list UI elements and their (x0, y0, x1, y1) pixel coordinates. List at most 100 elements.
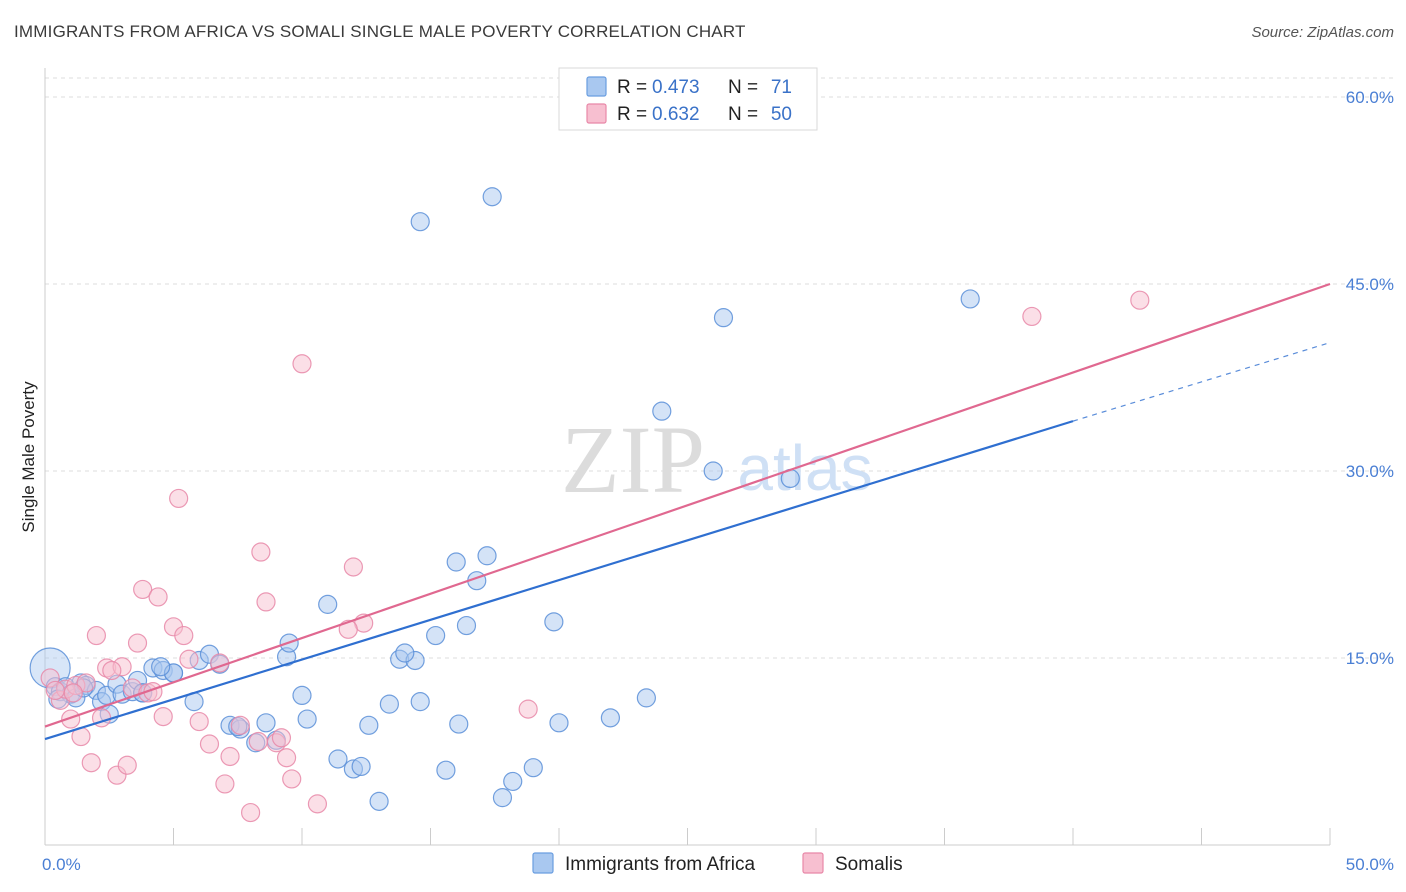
bottom-legend: Immigrants from Africa Somalis (532, 852, 903, 875)
point-africa (477, 546, 497, 566)
chart-title: IMMIGRANTS FROM AFRICA VS SOMALI SINGLE … (14, 22, 746, 41)
trend-layer (44, 282, 1331, 741)
watermark-atlas: atlas (737, 432, 872, 504)
point-somalis (215, 774, 235, 794)
legend-label-africa: Immigrants from Africa (565, 854, 755, 875)
point-africa (410, 212, 430, 232)
point-somalis (61, 709, 81, 729)
legend-n-value-africa: 71 (771, 77, 792, 98)
point-africa (703, 461, 723, 481)
point-somalis (179, 649, 199, 669)
point-africa (426, 625, 446, 646)
point-somalis (251, 542, 271, 562)
point-africa (503, 771, 523, 792)
points-layer (29, 187, 1150, 823)
watermark: ZIP atlas (561, 406, 873, 513)
point-somalis (63, 683, 83, 703)
point-africa (636, 688, 656, 708)
point-africa (523, 758, 543, 778)
point-somalis (518, 699, 538, 719)
legend-swatch-africa (532, 852, 554, 874)
legend-r-value-somalis: 0.632 (652, 104, 700, 125)
tick-labels: 15.0% 30.0% 45.0% 60.0% 0.0% 50.0% (42, 88, 1394, 874)
point-africa (151, 657, 171, 677)
trendline-africa (44, 420, 1074, 741)
legend-n-label: N = (728, 104, 758, 125)
watermark-zip: ZIP (561, 406, 705, 513)
point-africa (297, 709, 317, 729)
point-africa (328, 749, 348, 769)
point-somalis (102, 660, 122, 681)
trendline-somalis (44, 282, 1331, 728)
point-africa (395, 643, 415, 663)
axis-layer (44, 68, 1331, 846)
point-somalis (343, 557, 363, 577)
point-somalis (169, 488, 189, 509)
x-tick-label: 0.0% (42, 855, 81, 874)
point-somalis (127, 633, 148, 653)
point-somalis (81, 753, 101, 773)
point-africa (436, 760, 456, 780)
point-somalis (292, 354, 312, 374)
point-somalis (45, 680, 65, 701)
y-tick-label: 45.0% (1346, 275, 1394, 294)
y-tick-label: 30.0% (1346, 462, 1394, 481)
point-africa (318, 594, 338, 614)
point-somalis (271, 728, 292, 748)
source-label: Source: ZipAtlas.com (1251, 24, 1394, 41)
point-somalis (189, 711, 209, 732)
top-legend: R = 0.473 N = 71 R = 0.632 N = 50 (558, 67, 818, 131)
point-somalis (241, 802, 261, 823)
trendline-africa-extension (1072, 342, 1331, 422)
y-tick-label: 60.0% (1346, 88, 1394, 107)
point-africa (351, 756, 371, 777)
point-somalis (220, 746, 240, 767)
point-somalis (282, 769, 302, 789)
point-africa (446, 552, 466, 572)
point-africa (449, 714, 469, 734)
y-axis-label: Single Male Poverty (19, 381, 38, 533)
point-africa (292, 685, 312, 706)
point-africa (379, 694, 399, 714)
x-tick-label: 50.0% (1346, 855, 1394, 874)
point-africa (713, 308, 734, 328)
point-somalis (1022, 306, 1042, 327)
point-somalis (276, 748, 297, 768)
legend-swatch-somalis (586, 103, 607, 124)
point-africa (544, 612, 564, 632)
point-africa (960, 289, 980, 309)
point-somalis (1130, 290, 1150, 310)
point-africa (456, 615, 477, 636)
point-somalis (199, 734, 220, 754)
point-somalis (117, 755, 137, 775)
point-somalis (86, 625, 107, 646)
point-africa (492, 788, 513, 808)
point-africa (359, 715, 379, 735)
point-somalis (248, 731, 268, 752)
legend-r-label: R = (617, 104, 647, 125)
point-somalis (148, 587, 168, 607)
legend-label-somalis: Somalis (835, 854, 903, 875)
point-africa (652, 401, 672, 421)
point-africa (410, 692, 430, 712)
point-africa (549, 713, 569, 733)
point-somalis (133, 579, 153, 600)
point-somalis (230, 715, 250, 735)
point-africa (256, 713, 276, 733)
point-somalis (174, 625, 194, 646)
legend-swatch-somalis (802, 852, 824, 874)
legend-r-label: R = (617, 77, 647, 98)
legend-n-label: N = (728, 77, 758, 98)
point-somalis (256, 592, 276, 612)
point-africa (600, 708, 621, 728)
point-somalis (307, 794, 328, 814)
legend-r-value-africa: 0.473 (652, 77, 700, 98)
point-somalis (153, 706, 173, 727)
y-tick-label: 15.0% (1346, 649, 1394, 668)
legend-swatch-africa (586, 76, 607, 97)
point-somalis (76, 673, 96, 693)
legend-n-value-somalis: 50 (771, 104, 792, 125)
point-africa (369, 791, 389, 811)
point-africa (482, 187, 502, 207)
